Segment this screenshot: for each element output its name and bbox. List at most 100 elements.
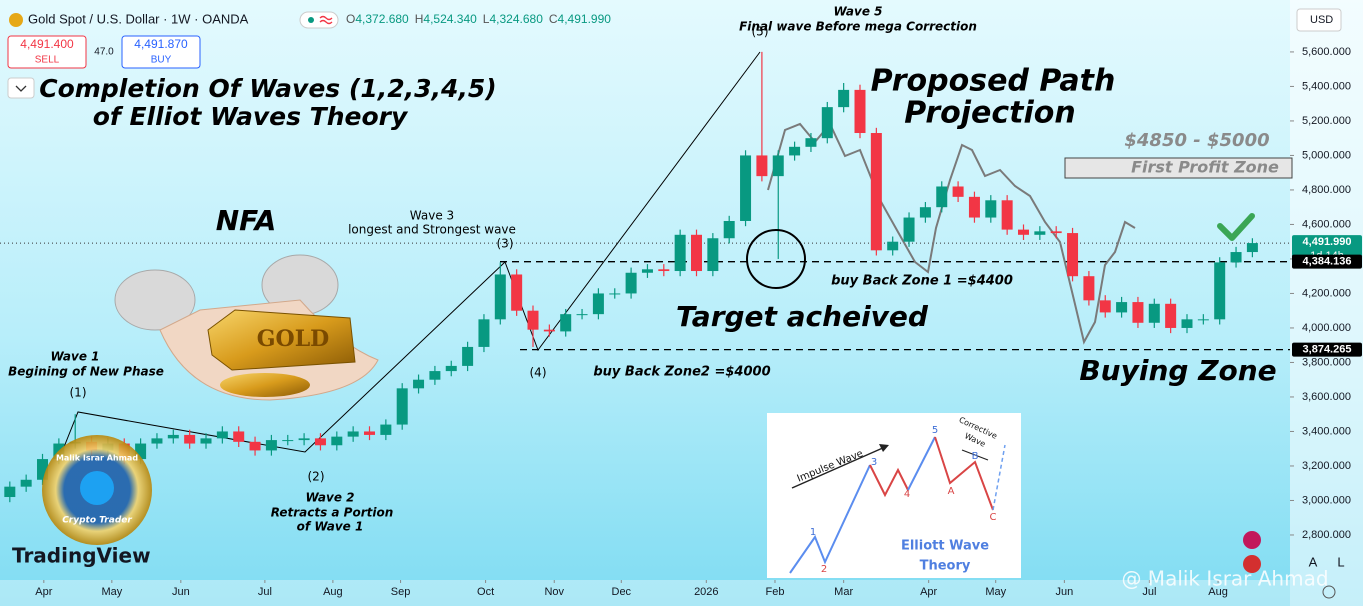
sell-button[interactable] [7,35,87,69]
grid-layer [0,51,1294,583]
candle-body [543,329,555,332]
candle-body [576,314,588,316]
price-label-box [1292,254,1362,269]
candle-body [347,431,359,437]
candle-body [1116,302,1128,313]
auto-scale-button[interactable]: A [1309,554,1318,569]
x-tick-label: Jul [258,586,272,598]
symbol-icon [9,13,23,27]
wave4-mark: (4) [530,366,547,380]
candle-body [592,293,604,315]
header: Gold Spot / U.S. Dollar · 1W · OANDA O4,… [7,8,1342,99]
ohlc-key: L [483,12,490,26]
check-mark [1217,213,1255,241]
wave1-desc: Begining of New Phase [8,365,164,379]
candle-body [1132,302,1144,323]
hand-cuff [114,269,196,331]
inset-wave-label: 1 [810,527,816,538]
profit-zone-label: First Profit Zone [1131,158,1279,177]
x-tick-label: 2026 [694,586,718,598]
gold-illustration: GOLD [114,254,379,401]
wave5-title: Wave 5 [833,5,882,19]
candle-body [789,146,801,156]
candle-body [429,371,441,380]
ohlc-key: C [549,12,558,26]
target-label: Target acheived [676,300,929,333]
currency-button[interactable] [1296,8,1342,32]
x-tick-label: May [101,586,122,598]
candle-body [1246,243,1258,253]
candle-body [805,138,817,147]
candle-body [723,220,735,239]
x-tick-label: Apr [920,586,937,598]
candle-body [233,431,245,442]
candle-body [560,314,572,332]
candle-body [20,479,32,487]
y-tick-label: 3,200.000 [1302,460,1351,472]
ohlc-value: 4,524.340 [423,12,477,26]
y-tick-label: 2,800.000 [1302,529,1351,541]
candle-body [952,186,964,197]
nfa-label: NFA [216,204,277,237]
x-tick-label: Feb [765,586,784,598]
buy-label: BUY [151,55,172,66]
candle-body [756,155,768,177]
candle-body [494,274,506,320]
buy-price: 4,491.870 [134,37,188,51]
y-tick-label: 5,400.000 [1302,80,1351,92]
candle-body [364,431,376,435]
buy-button[interactable] [121,35,201,69]
x-tick-label: Aug [323,586,343,598]
title-line: of Elliot Waves Theory [93,102,409,131]
inset-wave5 [907,436,936,491]
inset-arrowhead [879,444,889,452]
badge-bottom: Crypto Trader [62,516,132,526]
inset-wave-label: 3 [871,457,877,468]
inset-arrow [791,446,886,489]
price-label: 3,874.265 [1303,344,1352,356]
candle-body [887,241,899,251]
inset-arrow [961,449,989,461]
log-scale-button[interactable]: L [1337,554,1344,569]
candle-body [298,438,310,441]
candle-body [37,459,49,480]
candle-body [249,441,261,451]
x-tick-label: Oct [477,586,494,598]
profit-range: $4850 - $5000 [1124,130,1269,151]
candle-body [1083,276,1095,301]
candle-body [1017,229,1029,235]
wave5-desc: Final wave Before mega Correction [739,20,977,34]
collapse-icon [15,85,27,92]
candle-body [641,269,653,273]
inset-wave-label: 4 [904,489,910,500]
candle-body [396,388,408,425]
gold-bar [207,309,356,371]
gold-bar-label: GOLD [257,326,330,352]
settings-icon[interactable] [1322,585,1336,599]
y-tick-label: 4,000.000 [1302,322,1351,334]
candle-body [1099,300,1111,313]
status-dot [308,17,314,23]
candle-body [167,434,179,439]
price-label-box [1292,342,1362,357]
collapse-button[interactable] [7,77,35,99]
candle-body [331,436,343,446]
candles-layer [4,51,1258,503]
candle-body [200,438,212,444]
ohlc-key: O [346,12,355,26]
candle-body [968,196,980,218]
candle-body [854,89,866,134]
candle-body [625,272,637,294]
x-tick-label: Jun [172,586,190,598]
alert-icon [1243,531,1261,549]
proposed-label: Projection [904,96,1075,131]
candle-body [985,200,997,218]
candle-body [151,438,163,444]
profit-zone-box [1064,157,1293,179]
candle-body [1050,231,1062,234]
inset-title: Theory [920,559,971,574]
candle-body [478,319,490,347]
tv-logo: TradingView [12,544,151,568]
candle-body [658,269,670,272]
